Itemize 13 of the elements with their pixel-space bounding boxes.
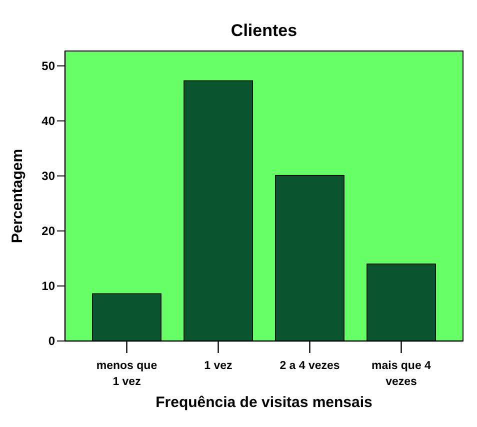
y-tick-label: 10 (42, 279, 56, 294)
x-tick-label: menos que 1 vez (96, 360, 158, 388)
y-tick-label: 20 (42, 224, 56, 238)
x-tick-label: 1 vez (204, 360, 233, 372)
x-tick-label: 2 a 4 vezes (280, 360, 340, 372)
x-tick-label: mais que 4 vezes (372, 360, 432, 388)
y-tick-label: 30 (42, 169, 56, 184)
y-tick-label: 40 (42, 114, 56, 128)
y-tick-label: 50 (42, 59, 56, 74)
y-tick-label: 0 (48, 334, 56, 348)
x-axis-title: Frequência de visitas mensais (156, 394, 372, 411)
chart-title: Clientes (230, 21, 298, 40)
y-axis-title: Percentagem (9, 148, 26, 244)
